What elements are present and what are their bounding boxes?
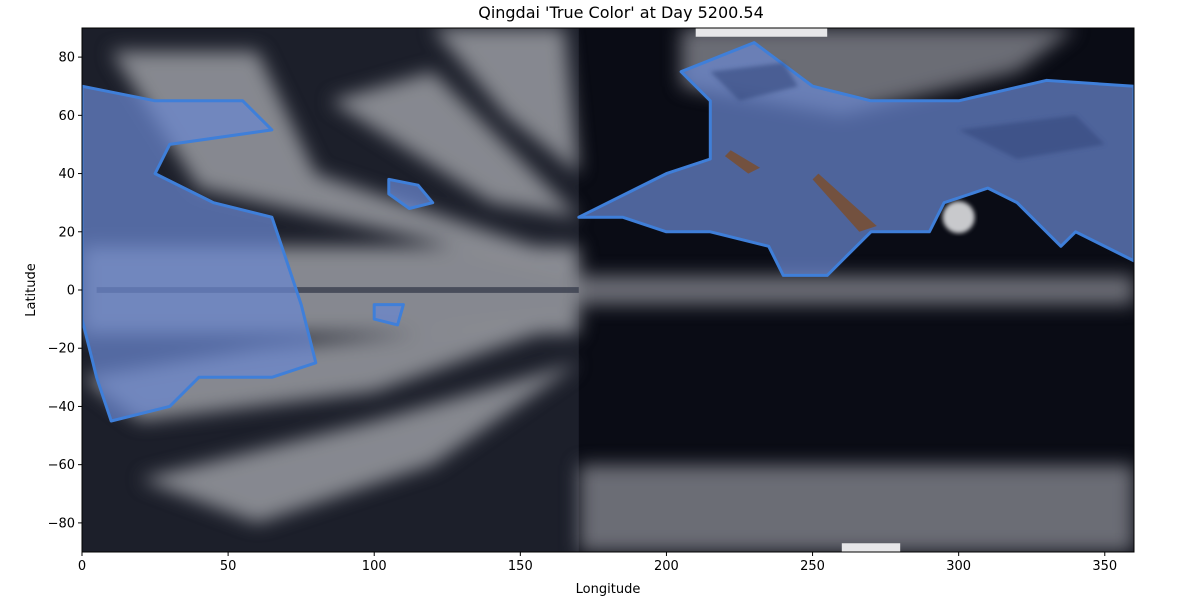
ice-cap — [841, 543, 901, 552]
cloud-band — [432, 28, 579, 174]
x-axis-label: Longitude — [576, 582, 641, 597]
x-tick-label: 50 — [220, 559, 237, 574]
land-mass — [387, 177, 435, 210]
x-tick-label: 100 — [362, 559, 387, 574]
y-tick-label: −40 — [48, 400, 75, 415]
y-axis: −80 −60 −40 −20 0 20 40 60 80 — [48, 51, 82, 531]
bright-spot — [942, 201, 975, 234]
y-tick-label: −20 — [48, 342, 75, 357]
map-layer — [82, 28, 1134, 552]
equator-band — [96, 287, 579, 293]
cloud-band — [578, 275, 1134, 305]
terrain-streak — [812, 173, 877, 232]
cloud-band — [82, 319, 579, 421]
chart-title: Qingdai 'True Color' at Day 5200.54 — [478, 3, 764, 22]
cloud-band — [330, 71, 579, 218]
land-mass — [577, 41, 1134, 277]
x-tick-label: 300 — [946, 559, 971, 574]
land-dark-patch — [958, 115, 1105, 159]
y-tick-label: −80 — [48, 516, 75, 531]
y-tick-label: −60 — [48, 458, 75, 473]
x-tick-label: 0 — [78, 559, 86, 574]
x-tick-label: 250 — [800, 559, 825, 574]
x-axis: 0 50 100 150 200 250 300 350 — [78, 552, 1117, 574]
y-tick-label: 40 — [58, 167, 75, 182]
y-tick-label: 20 — [58, 225, 75, 240]
x-tick-label: 350 — [1092, 559, 1117, 574]
terrain-streak — [724, 150, 760, 174]
land-mass — [82, 84, 318, 423]
x-tick-label: 150 — [508, 559, 533, 574]
y-axis-label: Latitude — [24, 263, 39, 317]
land-dark-patch — [710, 62, 798, 101]
ice-cap — [695, 28, 828, 37]
y-tick-label: 0 — [67, 284, 75, 299]
plot-area — [81, 27, 1135, 553]
y-tick-label: 80 — [58, 51, 75, 66]
y-tick-label: 60 — [58, 109, 75, 124]
cloud-band — [578, 464, 1134, 552]
cloud-band — [140, 362, 579, 523]
land-mass — [372, 303, 405, 327]
x-tick-label: 200 — [654, 559, 679, 574]
